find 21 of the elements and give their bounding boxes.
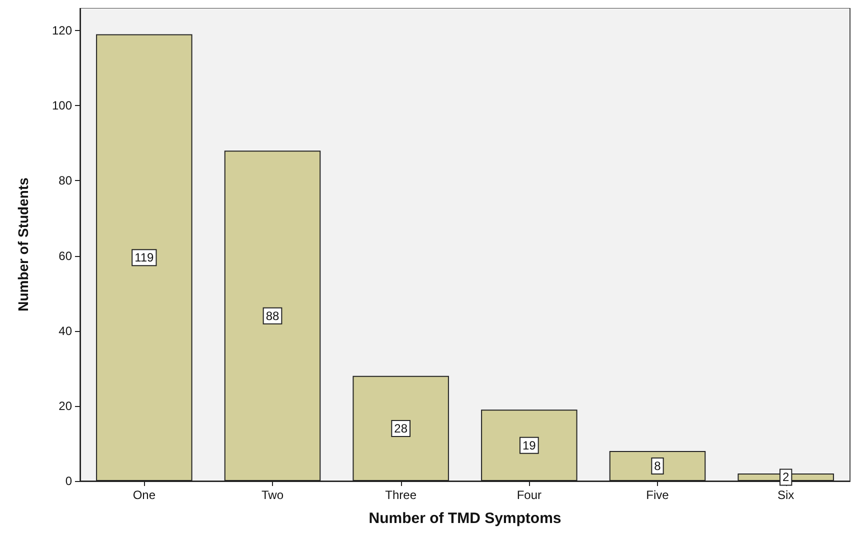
- data-label: 8: [654, 458, 662, 473]
- data-label: 19: [522, 438, 536, 452]
- x-tick-label: Three: [385, 488, 417, 502]
- data-label: 119: [134, 250, 154, 265]
- y-axis-title: Number of Students: [15, 177, 31, 312]
- data-label: 28: [394, 421, 408, 436]
- y-tick-label: 80: [58, 174, 72, 188]
- y-tick-label: 120: [52, 24, 72, 38]
- x-tick-label: Two: [261, 488, 284, 502]
- y-tick-label: 20: [58, 398, 72, 413]
- y-tick-label: 0: [65, 474, 72, 488]
- y-tick-label: 100: [52, 98, 72, 113]
- x-axis-title: Number of TMD Symptoms: [368, 510, 562, 527]
- y-tick-label: 40: [58, 324, 72, 338]
- data-label: 88: [266, 308, 280, 323]
- x-tick-label: Four: [516, 488, 542, 502]
- x-tick-label: One: [132, 488, 156, 502]
- x-tick-label: Five: [646, 488, 670, 502]
- data-label: 2: [782, 470, 790, 484]
- x-tick-label: Six: [777, 488, 794, 502]
- y-tick-label: 60: [58, 248, 72, 263]
